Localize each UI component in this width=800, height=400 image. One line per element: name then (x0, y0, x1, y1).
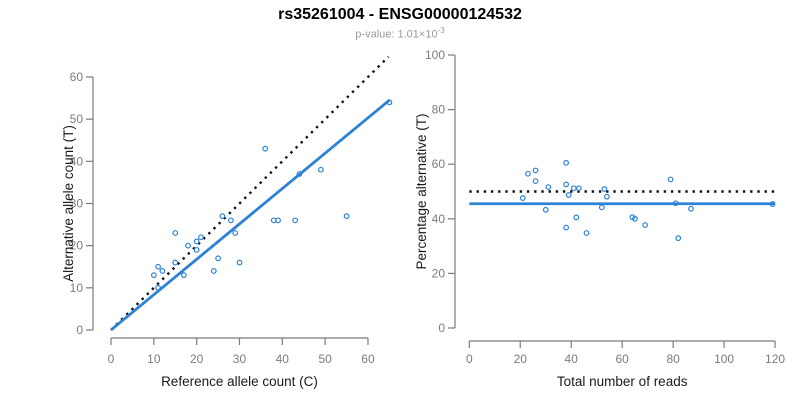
data-point (563, 181, 570, 188)
x-axis-title: Total number of reads (557, 374, 688, 389)
data-point (292, 217, 299, 224)
y-axis-title: Alternative allele count (T) (61, 125, 76, 282)
data-point (210, 268, 217, 274)
data-point (565, 192, 572, 198)
data-point (575, 185, 582, 192)
y-tick-label: 80 (432, 103, 446, 117)
data-point (193, 246, 200, 253)
data-point (275, 217, 281, 224)
x-tick-label: 100 (714, 352, 734, 366)
data-point (667, 176, 674, 183)
data-point (532, 167, 539, 174)
x-tick-label: 40 (276, 352, 290, 366)
x-tick-label: 20 (190, 352, 204, 366)
data-point (236, 259, 243, 266)
data-point (573, 214, 580, 221)
data-point (219, 213, 226, 220)
x-tick-label: 10 (147, 352, 161, 366)
data-point (172, 230, 179, 236)
data-point (525, 170, 531, 177)
data-point (642, 222, 649, 228)
data-point (386, 99, 393, 106)
x-tick-label: 0 (466, 352, 473, 366)
data-point (688, 205, 694, 212)
data-point (563, 224, 570, 231)
y-tick-label: 20 (70, 239, 84, 253)
plot-subtitle: p-value: 1.01×10-3 (0, 26, 800, 41)
data-point (769, 201, 776, 207)
data-point (601, 186, 608, 192)
y-tick-label: 40 (432, 212, 446, 226)
y-tick-label: 0 (76, 323, 83, 337)
data-point (672, 200, 679, 207)
data-point (155, 284, 162, 291)
data-point (180, 272, 187, 279)
y-tick-label: 60 (432, 157, 446, 171)
data-point (343, 213, 350, 220)
data-point (542, 206, 549, 213)
data-point (198, 234, 204, 241)
y-tick-label: 10 (70, 281, 84, 295)
data-point (675, 235, 682, 242)
data-point (296, 171, 303, 177)
data-point (228, 217, 234, 224)
x-tick-label: 40 (565, 352, 579, 366)
x-tick-label: 120 (765, 352, 785, 366)
data-point (159, 268, 166, 274)
y-tick-label: 60 (70, 70, 84, 84)
data-point (570, 185, 577, 192)
data-point (215, 255, 221, 262)
data-point (632, 215, 638, 222)
plot-title: rs35261004 - ENSG00000124532 (278, 6, 522, 23)
x-tick-label: 50 (318, 352, 332, 366)
data-point (172, 259, 179, 266)
data-point (150, 272, 157, 279)
data-point (603, 193, 610, 200)
pvalue-exponent: -3 (437, 26, 445, 35)
data-point (193, 238, 200, 245)
fit-line (110, 99, 391, 332)
identity-line (110, 55, 390, 331)
data-point (563, 159, 570, 166)
x-tick-label: 60 (361, 352, 375, 366)
allele-counts-scatter: 0 10 20 30 40 50 60 0 10 20 30 40 50 60 Reference alle… (61, 55, 393, 389)
data-point (317, 166, 324, 173)
data-point (583, 230, 590, 236)
x-tick-label: 20 (514, 352, 528, 366)
y-tick-label: 30 (70, 196, 84, 210)
y-tick-label: 20 (432, 266, 446, 280)
data-point (519, 195, 526, 201)
y-tick-label: 40 (70, 154, 84, 168)
y-tick-label: 100 (425, 48, 445, 62)
x-tick-label: 80 (666, 352, 680, 366)
data-point (232, 230, 239, 236)
y-axis-title: Percentage alternative (T) (414, 113, 429, 269)
pvalue-text: p-value: 1.01×10 (355, 28, 438, 41)
data-point (532, 178, 539, 185)
x-tick-label: 60 (616, 352, 630, 366)
data-point (185, 242, 191, 249)
percentage-vs-reads-scatter: 0 20 40 60 80 100 120 0 20 40 60 80 100 Total number … (414, 48, 785, 389)
x-tick-label: 30 (233, 352, 247, 366)
y-tick-label: 0 (438, 321, 445, 335)
data-point (598, 204, 605, 211)
x-axis-title: Reference allele count (C) (161, 374, 318, 389)
data-point (262, 145, 269, 152)
y-tick-label: 50 (70, 112, 84, 126)
data-point (545, 184, 552, 191)
x-tick-label: 0 (108, 352, 115, 366)
data-point (155, 263, 162, 270)
